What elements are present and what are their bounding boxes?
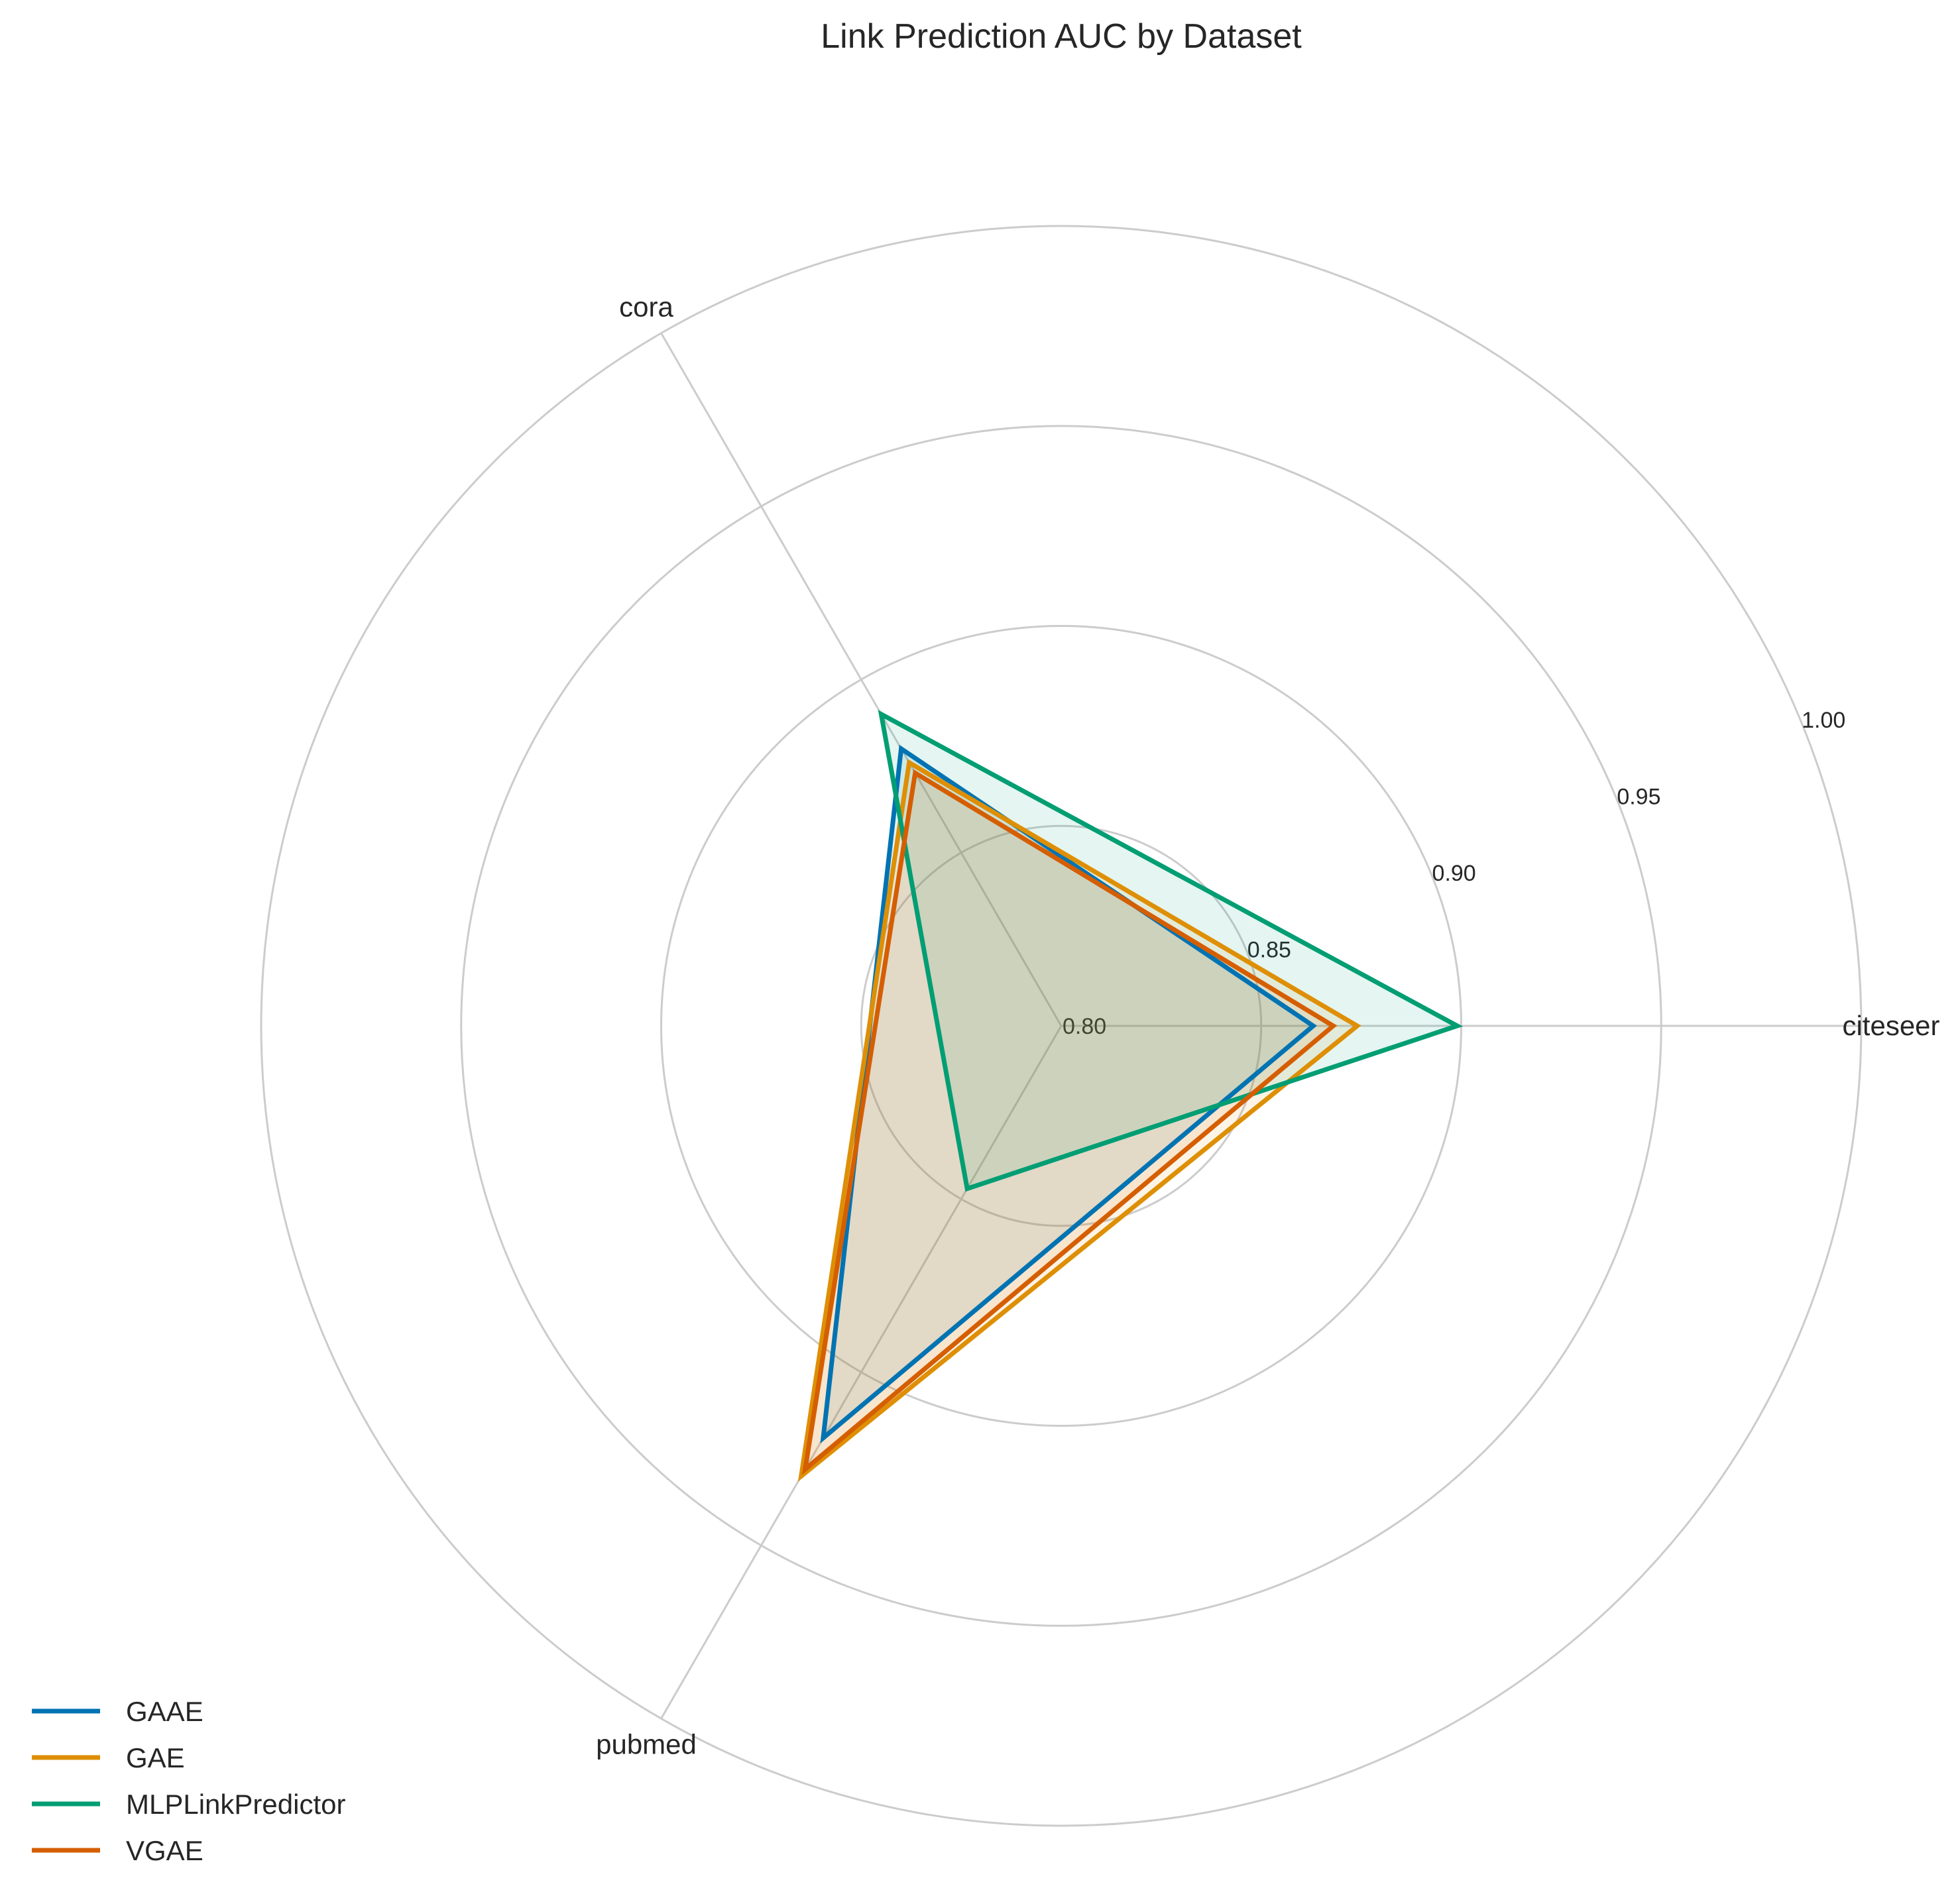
category-label-pubmed: pubmed [596,1728,697,1759]
category-labels: citeseer cora pubmed [596,292,1939,1760]
category-label-citeseer: citeseer [1842,1010,1939,1041]
series-fill-GAAE [823,748,1314,1438]
chart-title: Link Prediction AUC by Dataset [821,17,1302,56]
spoke-pubmed [660,1025,1063,1720]
radial-tick-label: 0.95 [1617,785,1660,810]
radial-tick-label: 0.90 [1432,861,1476,886]
series-layer [797,710,1464,1482]
legend-label-GAAE: GAAE [126,1696,203,1727]
legend-label-MLPLinkPredictor: MLPLinkPredictor [126,1789,345,1820]
series-line-VGAE [801,769,1338,1475]
legend-label-VGAE: VGAE [126,1835,203,1866]
category-label-cora: cora [619,292,673,323]
series-fill-GAE [801,762,1357,1477]
legend-label-GAE: GAE [126,1742,185,1773]
spoke-cora [660,332,1063,1027]
series-line-MLPLinkPredictor [878,710,1464,1192]
legend: GAAE GAE MLPLinkPredictor VGAE [32,1696,345,1866]
radial-tick-labels: 0.80 0.85 0.90 0.95 1.00 [1063,708,1845,1039]
radial-tick-label: 0.80 [1063,1014,1106,1039]
radial-tick-label: 0.85 [1247,938,1291,963]
series-line-GAE [797,759,1361,1482]
radial-tick-label: 1.00 [1802,708,1845,733]
